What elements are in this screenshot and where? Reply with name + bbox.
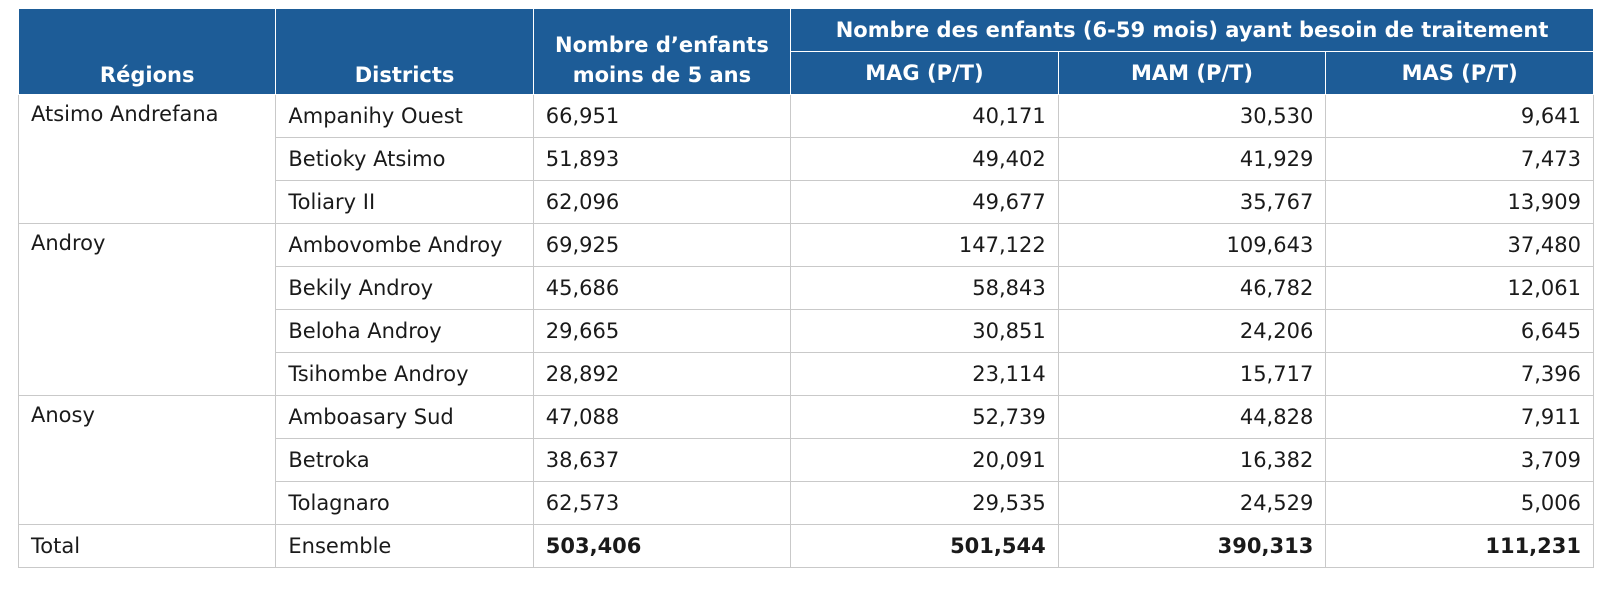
district-cell: Amboasary Sud bbox=[275, 395, 534, 439]
table-row: Tolagnaro 62,573 29,535 24,529 5,006 bbox=[19, 481, 1594, 525]
mam-cell: 16,382 bbox=[1057, 438, 1327, 482]
under5-cell: 62,096 bbox=[532, 180, 792, 224]
mag-cell: 49,677 bbox=[790, 180, 1059, 224]
district-cell: Beloha Androy bbox=[275, 309, 534, 353]
mag-cell: 40,171 bbox=[790, 94, 1059, 138]
header-treatment-group: Nombre des enfants (6-59 mois) ayant bes… bbox=[790, 8, 1594, 52]
total-row: Total Ensemble 503,406 501,544 390,313 1… bbox=[17, 524, 1594, 568]
district-cell: Ambovombe Androy bbox=[275, 223, 534, 267]
mam-cell: 30,530 bbox=[1057, 94, 1327, 138]
mas-cell: 5,006 bbox=[1325, 481, 1594, 525]
mam-cell: 24,529 bbox=[1057, 481, 1327, 525]
district-cell: Ampanihy Ouest bbox=[275, 94, 534, 138]
mam-cell: 44,828 bbox=[1057, 395, 1327, 439]
total-mag-cell: 501,544 bbox=[790, 524, 1059, 568]
total-region-cell: Total bbox=[17, 524, 277, 568]
district-cell: Toliary II bbox=[275, 180, 534, 224]
under5-cell: 47,088 bbox=[532, 395, 792, 439]
mam-cell: 46,782 bbox=[1057, 266, 1327, 310]
mag-cell: 147,122 bbox=[790, 223, 1059, 267]
mag-cell: 20,091 bbox=[790, 438, 1059, 482]
header-children-under5: Nombre d’enfants moins de 5 ans bbox=[532, 8, 792, 95]
mag-cell: 23,114 bbox=[790, 352, 1059, 396]
district-cell: Tolagnaro bbox=[275, 481, 534, 525]
mas-cell: 6,645 bbox=[1325, 309, 1594, 353]
district-cell: Betioky Atsimo bbox=[275, 137, 534, 181]
table-row: Tsihombe Androy 28,892 23,114 15,717 7,3… bbox=[19, 352, 1594, 396]
mas-cell: 7,473 bbox=[1325, 137, 1594, 181]
header-districts: Districts bbox=[275, 8, 534, 95]
under5-cell: 29,665 bbox=[532, 309, 792, 353]
under5-cell: 51,893 bbox=[532, 137, 792, 181]
under5-cell: 38,637 bbox=[532, 438, 792, 482]
region-cell: Atsimo Andrefana bbox=[17, 94, 277, 224]
header-regions: Régions bbox=[17, 8, 277, 95]
mag-cell: 52,739 bbox=[790, 395, 1059, 439]
under5-cell: 62,573 bbox=[532, 481, 792, 525]
total-under5-cell: 503,406 bbox=[532, 524, 792, 568]
mas-cell: 7,911 bbox=[1325, 395, 1594, 439]
header-mas: MAS (P/T) bbox=[1325, 51, 1594, 95]
table-row: Atsimo Andrefana Ampanihy Ouest 66,951 4… bbox=[17, 94, 1594, 224]
mam-cell: 109,643 bbox=[1057, 223, 1327, 267]
mam-cell: 35,767 bbox=[1057, 180, 1327, 224]
nutrition-table: Régions Districts Nombre d’enfants moins… bbox=[17, 8, 1594, 568]
total-district-cell: Ensemble bbox=[275, 524, 534, 568]
district-cell: Betroka bbox=[275, 438, 534, 482]
total-mam-cell: 390,313 bbox=[1057, 524, 1327, 568]
table-row: Toliary II 62,096 49,677 35,767 13,909 bbox=[19, 180, 1594, 224]
mas-cell: 9,641 bbox=[1325, 94, 1594, 138]
under5-cell: 28,892 bbox=[532, 352, 792, 396]
table-container: Régions Districts Nombre d’enfants moins… bbox=[17, 8, 1594, 568]
mas-cell: 3,709 bbox=[1325, 438, 1594, 482]
mam-cell: 24,206 bbox=[1057, 309, 1327, 353]
under5-cell: 45,686 bbox=[532, 266, 792, 310]
mas-cell: 13,909 bbox=[1325, 180, 1594, 224]
total-mas-cell: 111,231 bbox=[1325, 524, 1594, 568]
mag-cell: 58,843 bbox=[790, 266, 1059, 310]
mas-cell: 7,396 bbox=[1325, 352, 1594, 396]
region-cell: Androy bbox=[17, 223, 277, 396]
mam-cell: 41,929 bbox=[1057, 137, 1327, 181]
table-row: Anosy Amboasary Sud 47,088 52,739 44,828… bbox=[17, 395, 1594, 525]
mas-cell: 37,480 bbox=[1325, 223, 1594, 267]
under5-cell: 66,951 bbox=[532, 94, 792, 138]
district-cell: Tsihombe Androy bbox=[275, 352, 534, 396]
district-cell: Bekily Androy bbox=[275, 266, 534, 310]
mas-cell: 12,061 bbox=[1325, 266, 1594, 310]
header-mam: MAM (P/T) bbox=[1057, 51, 1327, 95]
under5-cell: 69,925 bbox=[532, 223, 792, 267]
table-row: Androy Ambovombe Androy 69,925 147,122 1… bbox=[17, 223, 1594, 396]
table-row: Bekily Androy 45,686 58,843 46,782 12,06… bbox=[19, 266, 1594, 310]
mam-cell: 15,717 bbox=[1057, 352, 1327, 396]
region-cell: Anosy bbox=[17, 395, 277, 525]
table-row: Beloha Androy 29,665 30,851 24,206 6,645 bbox=[19, 309, 1594, 353]
mag-cell: 30,851 bbox=[790, 309, 1059, 353]
header-mag: MAG (P/T) bbox=[790, 51, 1059, 95]
mag-cell: 49,402 bbox=[790, 137, 1059, 181]
mag-cell: 29,535 bbox=[790, 481, 1059, 525]
